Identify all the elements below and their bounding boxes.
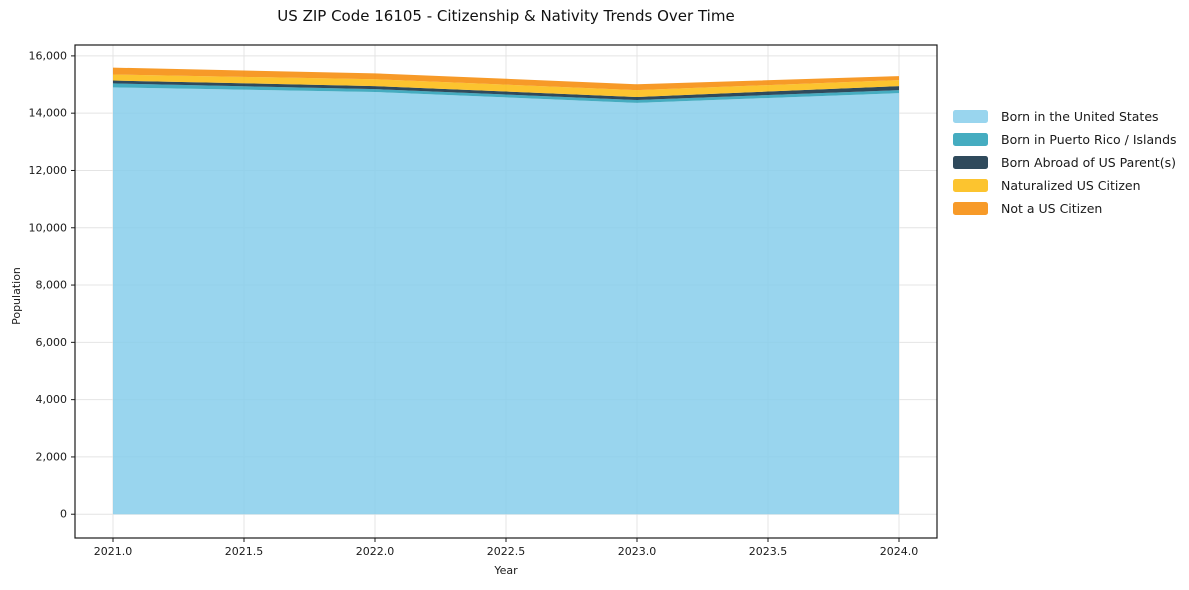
y-tick-label: 2,000	[36, 450, 68, 463]
x-tick-label: 2023.0	[618, 545, 657, 558]
legend-swatch	[953, 202, 988, 215]
legend-label: Born in Puerto Rico / Islands	[1001, 132, 1177, 147]
legend-swatch	[953, 179, 988, 192]
y-axis-label-text: Population	[10, 267, 23, 325]
x-tick-label: 2021.5	[225, 545, 264, 558]
area-series-born-in-puerto-rico-islands	[112, 83, 900, 103]
area-series-naturalized-us-citizen	[112, 74, 900, 97]
legend-item-born-abroad-of-us-parent-s: Born Abroad of US Parent(s)	[953, 155, 1177, 170]
legend-label: Born Abroad of US Parent(s)	[1001, 155, 1176, 170]
legend-label: Naturalized US Citizen	[1001, 178, 1141, 193]
area-series-born-in-the-united-states	[112, 87, 900, 515]
x-tick-label: 2022.5	[487, 545, 526, 558]
y-tick-label: 10,000	[29, 221, 68, 234]
x-axis-label: Year	[494, 564, 518, 577]
chart-title: US ZIP Code 16105 - Citizenship & Nativi…	[277, 7, 735, 25]
y-tick-label: 12,000	[29, 164, 68, 177]
y-tick-label: 6,000	[36, 336, 68, 349]
x-tick-label: 2023.5	[749, 545, 788, 558]
legend-swatch	[953, 110, 988, 123]
y-tick-label: 14,000	[29, 107, 68, 120]
tick-marks	[71, 55, 900, 542]
x-tick-label: 2024.0	[880, 545, 919, 558]
legend-swatch	[953, 133, 988, 146]
area-series-born-abroad-of-us-parent-s	[112, 80, 900, 101]
x-tick-label: 2021.0	[94, 545, 133, 558]
legend-item-not-a-us-citizen: Not a US Citizen	[953, 201, 1177, 216]
area-series-not-a-us-citizen	[112, 67, 900, 91]
y-tick-label: 16,000	[29, 49, 68, 62]
legend-item-naturalized-us-citizen: Naturalized US Citizen	[953, 178, 1177, 193]
legend-label: Born in the United States	[1001, 109, 1159, 124]
legend-label: Not a US Citizen	[1001, 201, 1103, 216]
tick-labels: 2021.0 2021.5 2022.0 2022.5 2023.0 2023.5 2024…	[29, 49, 919, 558]
legend: Born in the United States Born in Puerto …	[953, 109, 1177, 225]
legend-swatch	[953, 156, 988, 169]
y-tick-label: 4,000	[36, 393, 68, 406]
x-tick-label: 2022.0	[356, 545, 395, 558]
y-tick-label: 0	[60, 508, 67, 521]
y-tick-label: 8,000	[36, 279, 68, 292]
legend-item-born-in-puerto-rico-islands: Born in Puerto Rico / Islands	[953, 132, 1177, 147]
legend-item-born-in-the-united-states: Born in the United States	[953, 109, 1177, 124]
